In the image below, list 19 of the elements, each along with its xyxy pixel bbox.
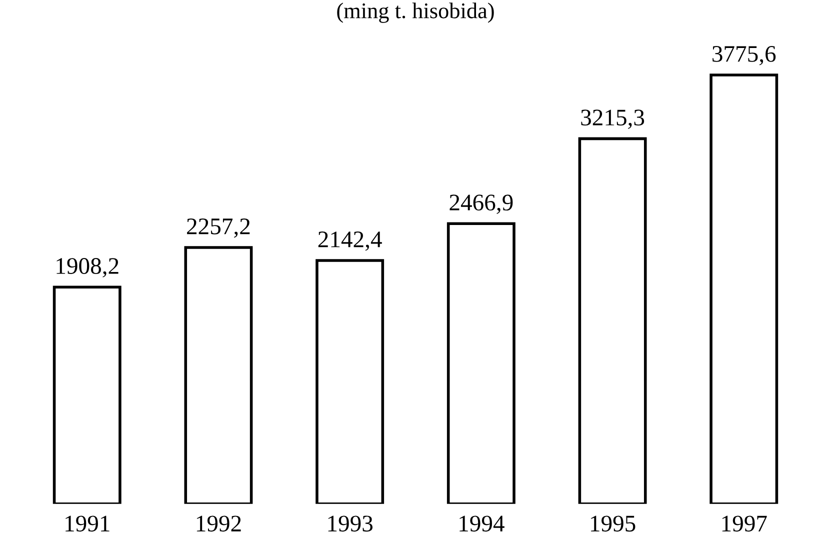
x-tick-label: 1991 — [66, 516, 110, 532]
bar — [52, 286, 122, 504]
x-tick-label: 1997 — [722, 516, 767, 532]
data-label: 3775,6 — [712, 46, 776, 66]
bar — [578, 137, 647, 504]
data-label: 3215,3 — [581, 110, 644, 129]
bar — [446, 222, 516, 504]
chart-subtitle: (ming t. hisobida) — [337, 2, 494, 23]
data-label: 2142,4 — [318, 232, 382, 251]
data-label: 2257,2 — [187, 218, 250, 238]
bar — [316, 259, 384, 504]
bar — [184, 246, 253, 504]
x-tick-label: 1994 — [460, 516, 504, 532]
data-label: 1908,2 — [56, 258, 118, 278]
bar — [710, 74, 778, 504]
x-tick-label: 1995 — [590, 516, 636, 532]
x-tick-label: 1992 — [196, 516, 241, 532]
x-tick-label: 1993 — [328, 516, 373, 532]
data-label: 2466,9 — [450, 194, 513, 214]
